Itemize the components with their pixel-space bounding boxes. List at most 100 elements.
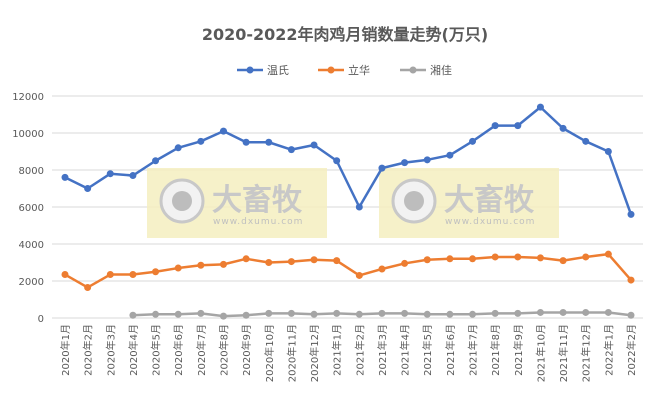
data-point (197, 137, 205, 145)
data-point (61, 173, 69, 181)
data-point (401, 309, 409, 317)
data-point (174, 310, 182, 318)
y-tick-label: 6000 (19, 203, 44, 214)
data-point (536, 254, 544, 262)
data-point (582, 253, 590, 261)
data-point (604, 308, 612, 316)
data-point (401, 259, 409, 267)
x-tick-label: 2022年2月 (625, 324, 638, 376)
legend-label: 立华 (348, 63, 370, 77)
data-point (219, 260, 227, 268)
watermark-url: www.dxumu.com (213, 217, 303, 227)
data-point (333, 157, 341, 165)
data-point (423, 310, 431, 318)
data-point (469, 137, 477, 145)
data-point (536, 103, 544, 111)
data-point (287, 309, 295, 317)
x-axis: 2020年1月 2020年2月 2020年3月 2020年4月 2020年5月 2020年… (59, 324, 638, 382)
x-tick-label: 2021年6月 (444, 324, 457, 376)
data-point (84, 185, 92, 192)
data-point (423, 156, 431, 164)
data-point (355, 203, 363, 211)
y-axis: 0 2000 4000 6000 8000 10000 12000 (12, 92, 44, 325)
data-point (174, 264, 182, 272)
x-tick-label: 2021年9月 (512, 324, 525, 376)
data-point (287, 146, 295, 154)
y-tick-label: 4000 (19, 240, 44, 251)
y-tick-label: 2000 (19, 277, 44, 288)
legend-marker (327, 66, 335, 74)
series-1 (61, 250, 635, 291)
data-point (627, 311, 635, 319)
data-point (469, 255, 477, 263)
data-point (559, 257, 567, 265)
legend-label: 湘佳 (430, 63, 452, 77)
legend-item: 湘佳 (400, 63, 452, 77)
data-point (219, 312, 227, 320)
data-point (446, 310, 454, 318)
data-point (84, 283, 92, 291)
legend: 温氏 立华 湘佳 (237, 63, 452, 77)
data-point (514, 309, 522, 317)
x-tick-label: 2021年7月 (467, 324, 480, 376)
data-point (310, 256, 318, 264)
data-point (536, 308, 544, 316)
x-tick-label: 2021年8月 (489, 324, 502, 376)
x-tick-label: 2020年2月 (82, 324, 95, 376)
data-point (469, 310, 477, 318)
data-point (265, 309, 273, 317)
data-point (423, 256, 431, 264)
x-tick-label: 2021年12月 (580, 324, 593, 382)
data-point (129, 172, 137, 180)
data-point (197, 309, 205, 317)
data-point (559, 124, 567, 132)
data-point (310, 310, 318, 318)
x-tick-label: 2021年10月 (534, 324, 547, 382)
x-tick-label: 2021年5月 (421, 324, 434, 376)
data-point (491, 122, 499, 130)
series-0 (61, 103, 635, 218)
data-point (627, 276, 635, 284)
legend-label: 温氏 (267, 64, 289, 77)
data-point (310, 141, 318, 149)
x-tick-label: 2021年4月 (399, 324, 412, 376)
data-point (265, 259, 273, 266)
data-point (242, 138, 250, 146)
data-point (446, 151, 454, 159)
data-point (491, 253, 499, 261)
data-point (378, 164, 386, 172)
legend-item: 立华 (318, 63, 370, 77)
series-group (61, 103, 635, 320)
x-tick-label: 2020年8月 (217, 324, 230, 376)
chart-title: 2020-2022年肉鸡月销数量走势(万只) (202, 25, 488, 44)
data-point (129, 271, 137, 279)
legend-marker (246, 66, 254, 74)
watermark-url: www.dxumu.com (445, 217, 535, 227)
y-tick-label: 12000 (12, 92, 44, 103)
eye-pupil-icon (172, 191, 192, 211)
data-point (197, 261, 205, 269)
data-point (129, 311, 137, 319)
eye-pupil-icon (404, 191, 424, 211)
data-point (401, 159, 409, 167)
series-line (64, 252, 632, 289)
data-point (287, 258, 295, 266)
data-point (627, 210, 635, 218)
data-point (61, 271, 69, 279)
data-point (333, 309, 341, 317)
x-tick-label: 2020年9月 (240, 324, 253, 376)
data-point (559, 308, 567, 316)
data-point (106, 170, 114, 178)
y-tick-label: 8000 (19, 166, 44, 177)
data-point (265, 138, 273, 146)
data-point (106, 271, 114, 279)
x-tick-label: 2020年5月 (150, 324, 163, 376)
data-point (604, 250, 612, 258)
x-tick-label: 2022年1月 (602, 324, 615, 376)
data-point (355, 271, 363, 279)
x-tick-label: 2021年3月 (376, 324, 389, 376)
x-tick-label: 2020年3月 (104, 324, 117, 376)
